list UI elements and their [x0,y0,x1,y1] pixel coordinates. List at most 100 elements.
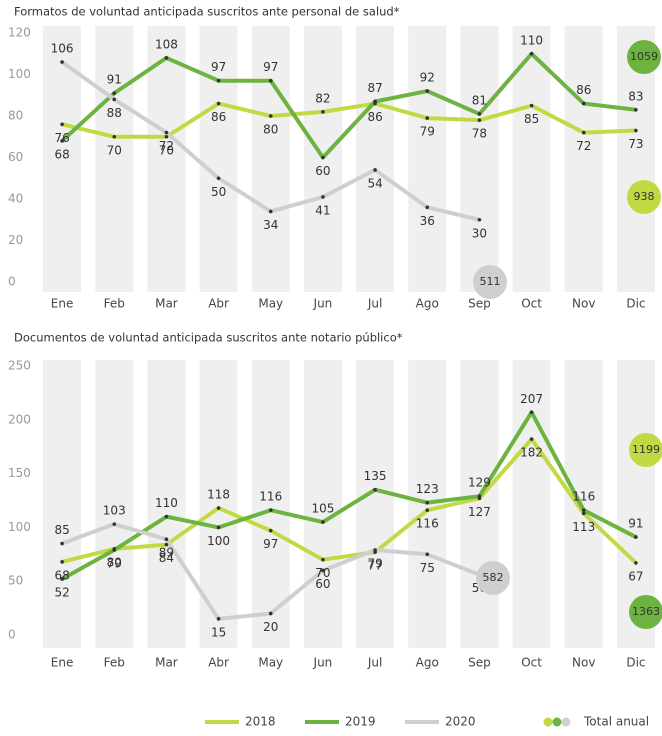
value-label: 72 [159,139,174,153]
point [581,130,586,135]
value-label: 78 [472,127,487,141]
x-tick-label: Ago [416,656,439,670]
y-tick-label: 100 [8,67,31,81]
point [60,139,64,143]
point [216,101,221,106]
point [164,134,169,139]
value-label: 135 [364,469,387,483]
value-label: 79 [420,125,435,139]
x-tick-label: Abr [208,656,229,670]
column-band [356,360,395,648]
total-label: 1363 [632,605,660,618]
point [529,437,534,441]
total-label: 582 [483,571,504,584]
point [634,128,638,133]
point [425,89,430,93]
legend-label: 2019 [345,715,376,729]
series-line [61,410,637,581]
x-tick-label: Dic [626,297,645,311]
point [477,112,482,116]
column-band [199,26,238,292]
point [634,535,638,539]
point [425,116,430,120]
legend-label: 2020 [445,715,476,729]
series-line [61,101,636,139]
value-label: 79 [107,556,122,570]
value-label: 72 [576,139,591,153]
point [425,205,430,210]
value-label: 52 [54,586,69,600]
point [112,548,117,552]
point [373,168,377,172]
point [268,528,273,533]
point [634,561,638,565]
legend-total-label: Total anual [583,715,649,729]
total-circle [629,433,662,467]
x-tick-label: Nov [572,656,595,670]
point [60,560,64,564]
point [321,557,325,562]
point [425,508,430,512]
legend-total-dot [543,717,553,727]
y-tick-label: 100 [8,520,31,534]
value-label: 91 [628,517,643,531]
x-tick-label: Feb [104,297,125,311]
column-band [512,360,551,648]
value-label: 15 [211,625,226,639]
point [581,101,586,106]
x-tick-label: Ene [51,656,74,670]
value-label: 82 [315,91,330,105]
legend-label: 2018 [245,715,276,729]
x-tick-label: Dic [626,656,645,670]
value-label: 110 [520,33,543,47]
value-label: 30 [472,226,487,240]
point [268,209,273,214]
total-circle [473,265,507,299]
point [529,103,534,108]
point [529,410,534,415]
y-tick-label: 250 [8,359,31,373]
value-label: 86 [211,110,226,124]
value-label: 129 [468,476,491,490]
x-tick-label: Jul [367,656,382,670]
column-band [564,360,603,648]
legend-total-dot [552,717,562,727]
point [60,60,64,64]
value-label: 108 [155,37,178,51]
point [164,56,169,60]
value-label: 86 [576,83,591,97]
y-tick-label: 20 [8,233,23,247]
column-band [95,360,134,648]
x-tick-label: Sep [468,297,491,311]
point [373,99,377,104]
value-label: 88 [107,106,122,120]
y-tick-label: 50 [8,574,23,588]
point [634,107,638,112]
chart-title: Formatos de voluntad anticipada suscrito… [14,5,400,19]
value-label: 81 [472,93,487,107]
point [112,91,117,95]
point [477,494,482,498]
point [425,500,430,505]
point [477,217,482,222]
x-tick-label: Ago [416,297,439,311]
series-line [61,437,638,565]
value-label: 20 [263,620,278,634]
value-label: 68 [54,147,69,161]
point [164,542,169,547]
column-band [147,360,186,648]
point [216,78,221,83]
total-label: 938 [634,190,655,203]
x-tick-label: May [258,656,283,670]
value-label: 118 [207,488,230,502]
x-tick-label: Nov [572,297,595,311]
point [268,114,273,118]
chart-title: Documentos de voluntad anticipada suscri… [14,331,403,345]
value-label: 76 [54,131,69,145]
value-label: 87 [367,81,382,95]
value-label: 97 [263,537,278,551]
value-label: 73 [628,137,643,151]
column-band [147,26,186,292]
x-tick-label: Jun [313,297,333,311]
x-tick-label: Oct [521,297,542,311]
